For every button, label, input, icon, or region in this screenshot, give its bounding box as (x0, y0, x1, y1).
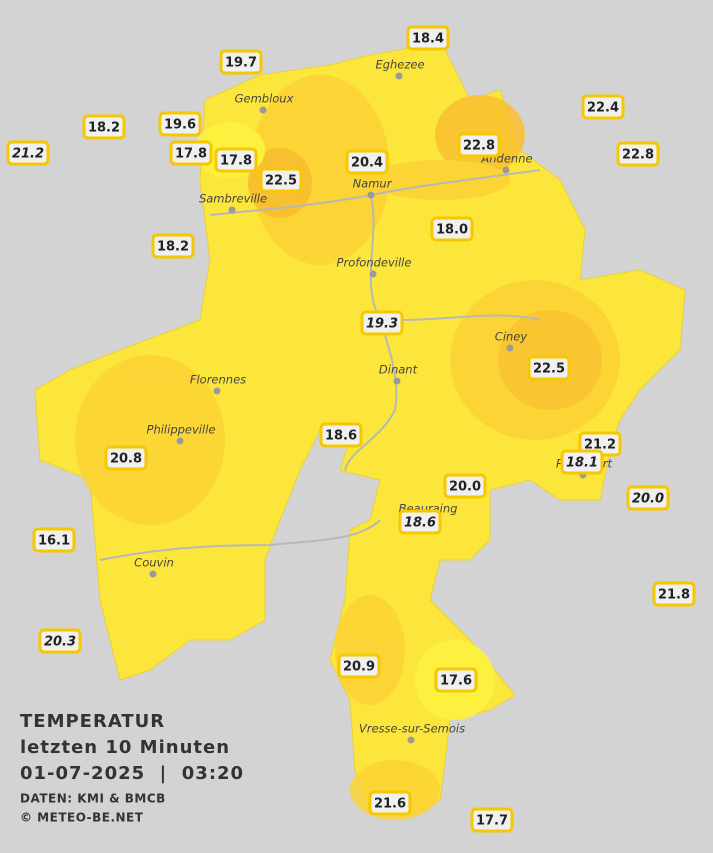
station-value: 20.9 (343, 660, 375, 675)
town-dot (367, 191, 375, 199)
station-box (443, 473, 487, 499)
town-label: Eghezee (375, 58, 424, 72)
station-box (158, 111, 202, 137)
station-box (151, 233, 195, 259)
station-box (626, 485, 670, 511)
town-dot (395, 72, 403, 80)
station-value: 18.2 (88, 121, 120, 136)
station-box (345, 149, 389, 175)
town-label: Philippeville (147, 423, 216, 437)
station-value: 17.7 (476, 814, 508, 829)
station-value: 21.8 (658, 588, 690, 603)
station-box (319, 422, 363, 448)
legend-source: DATEN: KMI & BMCB (20, 792, 166, 806)
town-dot (369, 270, 377, 278)
station-box (169, 140, 213, 166)
town-dot (506, 344, 514, 352)
station-box (214, 147, 258, 173)
town-dot (407, 736, 415, 744)
station-box (219, 49, 263, 75)
station-value: 22.8 (622, 148, 654, 163)
station-value: 19.6 (164, 118, 196, 133)
town-label: Vresse-sur-Semois (359, 722, 465, 736)
station-box (406, 25, 450, 51)
station-value: 18.6 (404, 516, 436, 531)
legend-copyright: © METEO-BE.NET (20, 811, 144, 825)
station-box (434, 667, 478, 693)
station-box (527, 355, 571, 381)
station-value: 20.3 (44, 635, 76, 650)
station-value: 17.6 (440, 674, 472, 689)
station-value: 18.4 (412, 32, 444, 47)
station-value: 18.0 (436, 223, 468, 238)
station-value: 21.6 (374, 797, 406, 812)
legend-title: TEMPERATUR (20, 711, 165, 732)
station-value: 17.8 (220, 154, 252, 169)
town-label: Profondeville (337, 256, 412, 270)
station-box (38, 628, 82, 654)
town-dot (149, 570, 157, 578)
station-value: 22.5 (533, 362, 565, 377)
station-value: 18.2 (157, 240, 189, 255)
town-label: Gembloux (235, 92, 294, 106)
station-value: 20.0 (449, 480, 481, 495)
station-value: 17.8 (175, 147, 207, 162)
station-box (652, 581, 696, 607)
station-value: 19.3 (366, 317, 398, 332)
station-box (368, 790, 412, 816)
station-box (259, 167, 303, 193)
station-box (337, 653, 381, 679)
station-box (581, 94, 625, 120)
town-dot (502, 166, 510, 174)
town-dot (259, 106, 267, 114)
legend-datetime: 01-07-2025 | 03:20 (20, 763, 244, 784)
station-value: 18.1 (566, 456, 598, 471)
station-box (398, 509, 442, 535)
station-box (32, 527, 76, 553)
station-value: 20.8 (110, 452, 142, 467)
town-dot (213, 387, 221, 395)
station-box (6, 140, 50, 166)
station-value: 20.0 (632, 492, 664, 507)
town-label: Dinant (379, 363, 418, 377)
town-dot (393, 377, 401, 385)
station-value: 21.2 (584, 438, 616, 453)
station-value: 22.4 (587, 101, 619, 116)
station-value: 19.7 (225, 56, 257, 71)
station-box (430, 216, 474, 242)
station-value: 22.5 (265, 174, 297, 189)
station-box (360, 310, 404, 336)
station-value: 16.1 (38, 534, 70, 549)
town-label: Couvin (134, 556, 174, 570)
town-label: Sambreville (199, 192, 267, 206)
station-box (470, 807, 514, 833)
legend-period: letzten 10 Minuten (20, 737, 230, 758)
station-value: 20.4 (351, 156, 383, 171)
station-value: 18.6 (325, 429, 357, 444)
station-box (457, 132, 501, 158)
station-value: 22.8 (463, 139, 495, 154)
station-value: 21.2 (12, 147, 44, 162)
town-dot (176, 437, 184, 445)
station-box (616, 141, 660, 167)
town-label: Namur (353, 177, 393, 191)
station-box (104, 445, 148, 471)
town-label: Ciney (495, 330, 528, 344)
station-box (560, 449, 604, 475)
town-label: Florennes (190, 373, 246, 387)
station-box (82, 114, 126, 140)
town-dot (228, 206, 236, 214)
